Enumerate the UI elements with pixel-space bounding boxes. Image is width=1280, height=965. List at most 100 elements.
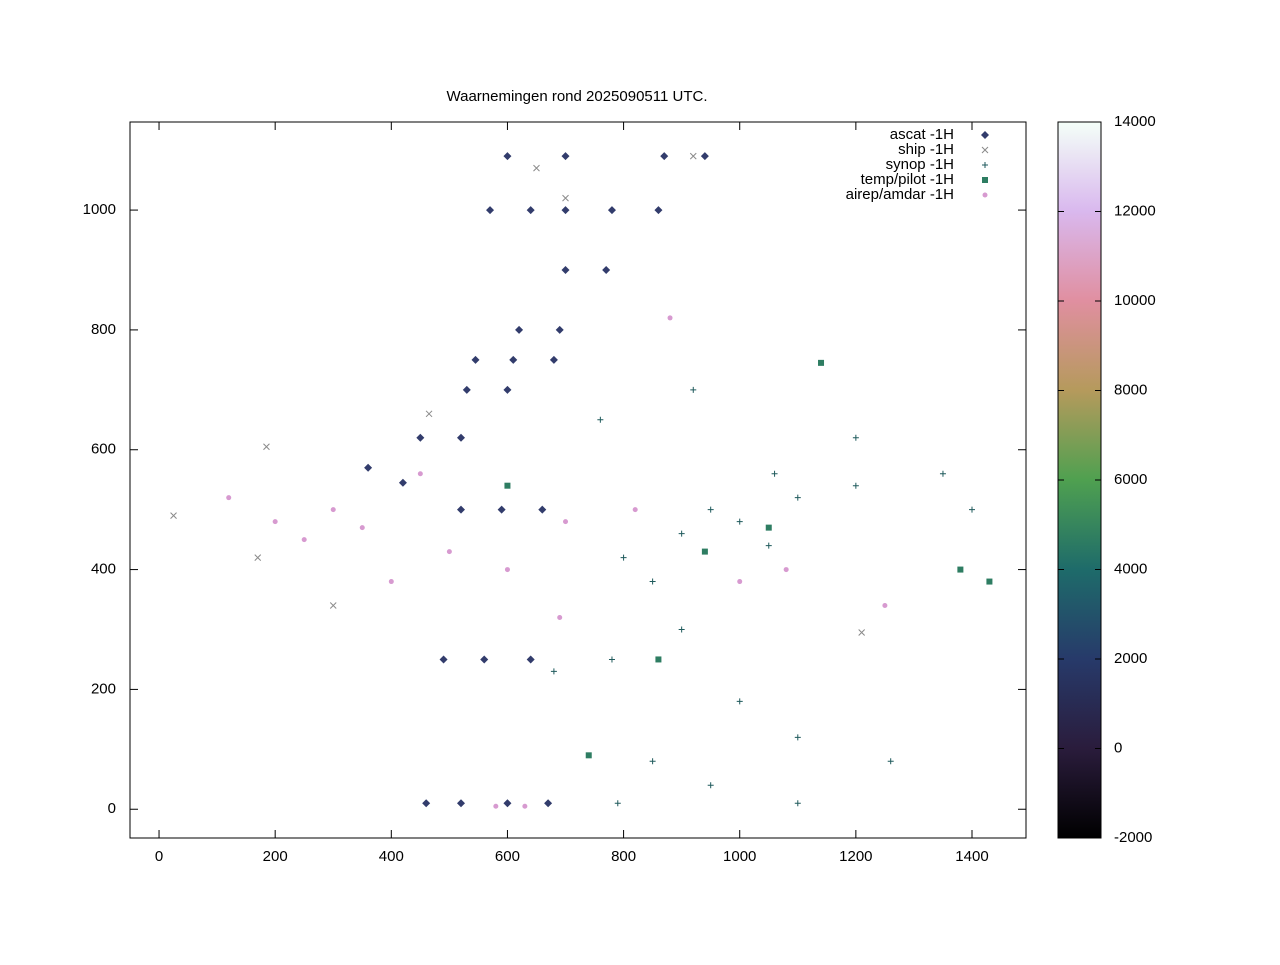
x-tick-label: 200 [263,848,288,865]
point [480,655,489,664]
point [882,603,888,609]
y-tick-label: 600 [91,441,116,458]
point [526,206,535,215]
colorbar-tick-label: 4000 [1114,560,1147,577]
point [736,698,743,705]
point [852,482,859,489]
point [509,355,518,364]
point [456,799,465,808]
plot-frame [129,121,1027,839]
point [765,542,772,549]
point [503,152,512,161]
point [170,512,177,520]
point [649,758,656,765]
point [497,505,506,514]
point [678,530,685,537]
colorbar-tick-label: 6000 [1114,471,1147,488]
point [425,410,433,418]
y-tick-label: 400 [91,561,116,578]
point [439,655,448,664]
point [504,567,510,573]
point [226,495,232,501]
point [597,416,604,423]
point [462,385,471,394]
x-tick-label: 0 [155,848,163,865]
point [561,206,570,215]
point [301,537,307,543]
point [388,579,394,585]
colorbar-tick-label: 8000 [1114,381,1147,398]
point [585,752,592,759]
y-tick-label: 800 [91,321,116,338]
point [550,668,557,675]
colorbar-tick-label: 0 [1114,739,1122,756]
point [503,799,512,808]
point [563,519,569,525]
point [690,386,697,393]
point [968,506,975,513]
y-tick-label: 0 [108,800,116,817]
point [649,578,656,585]
chart-title: Waarnemingen rond 2025090511 UTC. [447,88,708,105]
point [555,325,564,334]
point [456,433,465,442]
point [471,355,480,364]
point [416,433,425,442]
colorbar-tick-label: 14000 [1114,113,1156,130]
point [533,164,540,172]
legend-label: ascat -1H [890,126,954,143]
point [655,656,662,663]
point [660,152,669,161]
point [794,494,801,501]
x-tick-label: 600 [495,848,520,865]
point [678,626,685,633]
x-tick-label: 1200 [839,848,872,865]
legend-symbol [981,146,989,154]
point [700,152,709,161]
point [486,206,495,215]
point [557,615,563,621]
point [544,799,553,808]
x-tick-label: 800 [611,848,636,865]
point [263,443,270,451]
x-tick-label: 1400 [955,848,988,865]
legend-label: ship -1H [898,141,954,158]
point [707,506,714,513]
point [359,525,365,531]
point [538,505,547,514]
point [398,478,407,487]
point [771,470,778,477]
point [689,152,697,160]
point [852,434,859,441]
legend-label: airep/amdar -1H [846,186,954,203]
colorbar [1057,121,1102,839]
legend-label: temp/pilot -1H [861,171,954,188]
x-tick-label: 1000 [723,848,756,865]
legend-symbol [981,131,989,139]
point [254,554,262,561]
point [707,782,714,789]
point [602,265,611,274]
point [818,359,825,366]
point [736,518,743,525]
point [515,325,524,334]
point [794,734,801,741]
point [887,758,894,765]
point [632,507,638,513]
point [701,548,708,555]
legend-symbol [982,177,988,183]
point [446,549,452,555]
legend-label: synop -1H [886,156,954,173]
point [607,206,616,215]
point [330,507,336,513]
point [794,800,801,807]
point [986,578,993,585]
point [417,471,423,477]
point [526,655,535,664]
colorbar-tick-label: -2000 [1114,829,1152,846]
legend-symbol [982,162,988,168]
y-tick-label: 200 [91,680,116,697]
point [272,519,278,525]
point [522,803,528,809]
